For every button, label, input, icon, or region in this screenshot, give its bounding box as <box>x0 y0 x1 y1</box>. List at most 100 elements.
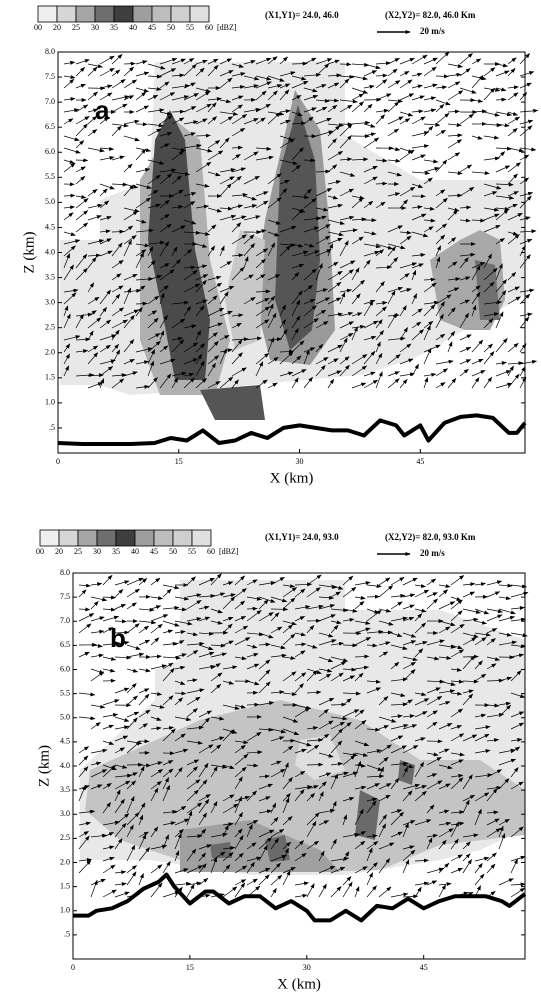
wind-vector <box>483 318 494 329</box>
reflectivity-b <box>80 580 525 875</box>
wind-vector <box>399 305 407 317</box>
wind-vector <box>354 627 371 634</box>
wind-vector <box>87 352 99 365</box>
wind-vector <box>255 297 270 305</box>
wind-vector <box>123 287 132 305</box>
wind-vector <box>231 215 247 221</box>
wind-vector <box>510 617 527 622</box>
wind-vector <box>195 274 209 281</box>
wind-vector <box>138 668 151 673</box>
wind-vector <box>435 368 449 377</box>
colorbar-swatch <box>153 529 174 547</box>
wind-vector <box>222 886 238 898</box>
wind-vector <box>447 209 458 221</box>
wind-vector <box>351 293 361 305</box>
wind-vector <box>111 103 128 113</box>
wind-vector <box>207 150 224 161</box>
wind-vector <box>447 277 461 282</box>
wind-vector <box>351 157 369 162</box>
wind-vector <box>519 82 532 89</box>
wind-vector <box>219 310 233 317</box>
wind-vector <box>87 330 94 341</box>
wind-vector <box>327 297 342 305</box>
wind-vector <box>486 656 501 661</box>
wind-vector <box>171 58 187 65</box>
wind-vector <box>291 263 305 269</box>
wind-vector <box>114 588 124 598</box>
wind-vector <box>243 256 249 269</box>
wind-vector <box>78 623 92 634</box>
wind-vector <box>339 311 354 317</box>
colorbar-swatch <box>113 5 134 23</box>
wind-vector <box>354 601 365 610</box>
wind-vector <box>150 596 164 601</box>
wind-vector <box>219 176 235 185</box>
wind-vector <box>99 84 113 89</box>
wind-vector <box>435 99 451 106</box>
wind-vector <box>399 288 412 293</box>
wind-vector <box>279 109 291 114</box>
wind-vector <box>195 330 201 341</box>
wind-vector <box>399 186 416 197</box>
wind-vector <box>519 108 539 113</box>
wind-vector <box>207 102 217 113</box>
wind-vector <box>159 285 169 293</box>
wind-vector <box>63 147 81 154</box>
wind-vector <box>195 133 211 138</box>
wind-vector <box>255 352 270 365</box>
wind-vector <box>306 883 315 898</box>
wind-vector <box>354 654 370 659</box>
wind-vector <box>471 358 484 365</box>
wind-vector <box>435 333 446 341</box>
wind-vector <box>423 304 436 317</box>
wind-vector <box>327 219 345 225</box>
wind-vector <box>102 574 113 586</box>
wind-vector <box>234 625 249 634</box>
wind-vector <box>303 198 317 209</box>
wind-vector <box>111 273 122 281</box>
wind-vector <box>231 204 244 209</box>
wind-vector <box>183 93 199 101</box>
wind-vector <box>303 216 322 221</box>
wind-vector <box>255 379 268 389</box>
wind-vector <box>291 290 303 305</box>
wind-vector <box>459 368 469 377</box>
colorbar-swatch <box>58 529 79 547</box>
wind-vector <box>135 183 152 189</box>
wind-vector <box>183 192 197 197</box>
wind-vector <box>471 370 486 377</box>
wind-vector <box>279 179 290 185</box>
wind-vector <box>102 713 119 718</box>
wind-vector <box>123 309 140 317</box>
wind-vector <box>375 181 388 186</box>
y-tick-label: 5.0 <box>60 713 70 722</box>
wind-vector <box>327 243 333 257</box>
wind-vector <box>495 290 507 305</box>
wind-vector <box>411 84 423 89</box>
wind-vector <box>447 287 460 293</box>
colorbar-swatch <box>94 5 115 23</box>
wind-vector <box>231 322 242 329</box>
wind-vector <box>423 277 436 282</box>
wind-vector <box>258 599 269 610</box>
wind-vector <box>486 863 496 874</box>
wind-vector <box>447 109 461 114</box>
wind-vector <box>366 584 382 589</box>
wind-vector <box>99 229 111 234</box>
wind-vector <box>111 54 123 65</box>
wind-vector <box>471 109 488 114</box>
wind-vector <box>483 87 496 101</box>
wind-vector <box>519 195 532 209</box>
wind-vector <box>327 195 339 200</box>
wind-vector <box>339 269 354 281</box>
wind-vector <box>267 337 275 353</box>
wind-vector <box>186 617 202 622</box>
wind-vector <box>483 135 500 140</box>
wind-vector <box>351 267 360 281</box>
wind-vector <box>339 215 355 221</box>
wind-vector <box>159 373 172 389</box>
wind-vector <box>423 66 437 77</box>
wind-vector <box>267 83 283 89</box>
wind-vector <box>387 246 396 257</box>
section-start: (X1,Y1)= 24.0, 93.0 <box>265 532 339 542</box>
